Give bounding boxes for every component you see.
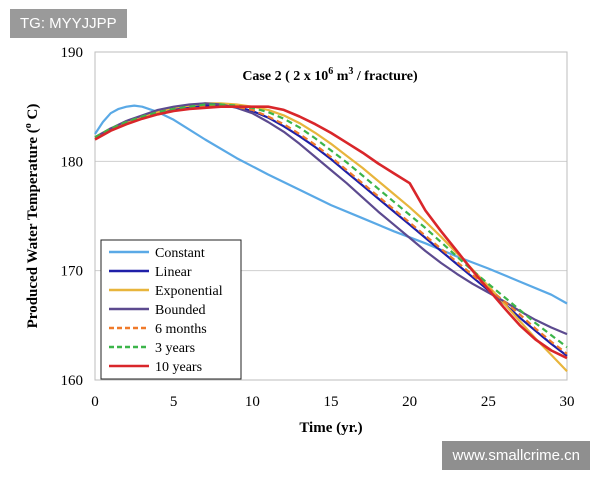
y-axis-label-prefix: Produced Water Temperature ( bbox=[25, 128, 41, 328]
y-tick-label-190: 190 bbox=[61, 45, 84, 61]
watermark-tag-badge: TG: MYYJJPP bbox=[10, 9, 127, 38]
y-axis-label: Produced Water Temperature (o C) bbox=[23, 104, 41, 329]
chart-title: Case 2 ( 2 x 106 m3 / fracture) bbox=[242, 66, 418, 84]
chart-title-mid: m bbox=[333, 69, 349, 84]
x-tick-label-15: 15 bbox=[324, 394, 339, 410]
x-tick-label-10: 10 bbox=[245, 394, 260, 410]
y-tick-label-160: 160 bbox=[61, 373, 84, 389]
x-tick-label-5: 5 bbox=[170, 394, 178, 410]
legend-label-exponential: Exponential bbox=[155, 284, 223, 299]
series-line-10-years bbox=[94, 105, 568, 360]
legend: Constant Linear Exponential Bounded 6 months… bbox=[100, 239, 242, 380]
x-tick-label-0: 0 bbox=[91, 394, 99, 410]
series-line-3-years bbox=[94, 103, 568, 349]
series-line-constant bbox=[94, 104, 568, 305]
x-tick-label-20: 20 bbox=[402, 394, 417, 410]
legend-label-linear: Linear bbox=[155, 265, 192, 280]
x-axis-label: Time (yr.) bbox=[299, 420, 362, 436]
legend-label-6-months: 6 months bbox=[155, 322, 207, 337]
legend-label-constant: Constant bbox=[155, 246, 205, 261]
legend-label-10-years: 10 years bbox=[155, 360, 202, 375]
y-axis-label-sup: o bbox=[23, 123, 34, 128]
watermark-site-badge: www.smallcrime.cn bbox=[442, 441, 590, 470]
legend-label-3-years: 3 years bbox=[155, 341, 195, 356]
series-layer bbox=[94, 102, 568, 373]
series-line-bounded bbox=[94, 102, 568, 336]
chart-title-suffix: / fracture) bbox=[353, 69, 418, 84]
y-tick-label-180: 180 bbox=[61, 154, 84, 170]
chart-title-sup2: 3 bbox=[348, 66, 353, 77]
plot-area-frame bbox=[94, 51, 568, 381]
x-tick-label-30: 30 bbox=[560, 394, 575, 410]
chart-title-prefix: Case 2 ( 2 x 10 bbox=[242, 69, 328, 84]
tick-labels: 0 5 10 15 20 25 30 160 170 180 190 bbox=[61, 45, 575, 410]
x-tick-label-25: 25 bbox=[481, 394, 496, 410]
chart-title-sup: 6 bbox=[328, 66, 333, 77]
y-tick-label-170: 170 bbox=[61, 264, 84, 280]
y-axis-label-suffix: C) bbox=[25, 104, 41, 124]
legend-label-bounded: Bounded bbox=[155, 303, 206, 318]
